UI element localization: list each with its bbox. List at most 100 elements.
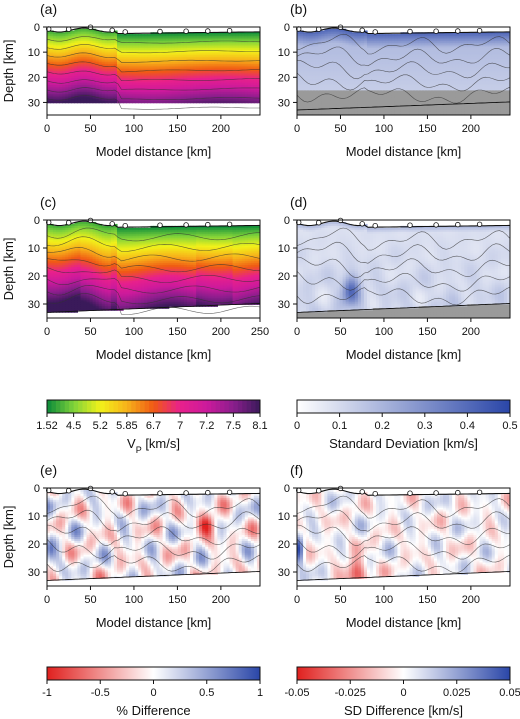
heatmap-cell	[232, 35, 237, 39]
heatmap-cell	[104, 55, 109, 58]
heatmap-cell	[385, 41, 389, 44]
heatmap-cell	[65, 56, 69, 60]
heatmap-cell	[71, 69, 75, 72]
heatmap-cell	[373, 55, 377, 58]
heatmap-cell	[339, 28, 344, 32]
heatmap-cell	[95, 95, 100, 98]
heatmap-cell	[366, 41, 371, 44]
heatmap-cell	[318, 67, 322, 70]
heatmap-cell	[113, 53, 118, 56]
heatmap-cell	[315, 53, 319, 56]
heatmap-cell	[342, 55, 347, 58]
heatmap-cell	[409, 85, 414, 88]
heatmap-cell	[183, 79, 188, 83]
heatmap-cell	[412, 92, 417, 95]
heatmap-cell	[129, 85, 133, 88]
heatmap-cell	[360, 99, 365, 102]
heatmap-cell	[312, 97, 316, 100]
heatmap-cell	[427, 113, 432, 115]
heatmap-cell	[418, 37, 423, 40]
heatmap-cell	[412, 85, 417, 88]
heatmap-cell	[59, 46, 63, 49]
heatmap-cell	[327, 69, 332, 72]
heatmap-cell	[113, 62, 118, 65]
heatmap-cell	[126, 34, 130, 37]
heatmap-cell	[123, 71, 127, 74]
heatmap-cell	[226, 76, 231, 79]
heatmap-cell	[56, 60, 60, 63]
heatmap-cell	[297, 32, 301, 35]
heatmap-cell	[394, 79, 399, 83]
heatmap-cell	[412, 58, 417, 62]
heatmap-cell	[147, 56, 152, 60]
heatmap-cell	[382, 86, 386, 90]
heatmap-cell	[247, 42, 252, 46]
heatmap-cell	[339, 55, 344, 58]
heatmap-cell	[71, 41, 75, 44]
heatmap-cell	[174, 97, 179, 100]
heatmap-cell	[339, 85, 344, 88]
heatmap-cell	[397, 95, 402, 98]
heatmap-cell	[229, 88, 234, 91]
heatmap-cell	[190, 99, 194, 102]
heatmap-cell	[229, 35, 234, 39]
heatmap-cell	[360, 56, 365, 60]
heatmap-cell	[180, 46, 185, 49]
heatmap-cell	[132, 81, 136, 84]
heatmap-cell	[333, 113, 338, 115]
heatmap-cell	[171, 90, 176, 93]
heatmap-cell	[366, 104, 371, 107]
heatmap-cell	[56, 39, 60, 42]
heatmap-cell	[244, 63, 249, 67]
heatmap-cell	[351, 46, 356, 49]
heatmap-cell	[68, 65, 72, 69]
heatmap-cell	[330, 51, 335, 54]
heatmap-cell	[403, 109, 408, 113]
heatmap-cell	[357, 35, 362, 39]
heatmap-cell	[324, 106, 329, 109]
heatmap-cell	[333, 49, 338, 53]
heatmap-cell	[238, 39, 243, 42]
heatmap-cell	[351, 97, 356, 100]
heatmap-cell	[141, 74, 145, 77]
heatmap-cell	[202, 60, 206, 63]
heatmap-cell	[156, 72, 161, 76]
heatmap-cell	[403, 69, 408, 72]
heatmap-cell	[297, 107, 301, 111]
heatmap-cell	[297, 111, 301, 114]
heatmap-cell	[110, 42, 115, 46]
heatmap-cell	[406, 60, 411, 63]
heatmap-cell	[132, 83, 136, 86]
heatmap-cell	[312, 78, 316, 81]
heatmap-cell	[336, 102, 341, 106]
heatmap-cell	[342, 42, 347, 46]
heatmap-cell	[303, 46, 307, 49]
heatmap-cell	[165, 85, 170, 88]
heatmap-cell	[397, 106, 402, 109]
heatmap-cell	[190, 62, 194, 65]
heatmap-cell	[162, 97, 167, 100]
heatmap-cell	[177, 92, 182, 95]
heatmap-cell	[348, 92, 353, 95]
heatmap-cell	[186, 39, 191, 42]
heatmap-cell	[430, 79, 435, 83]
heatmap-cell	[159, 44, 164, 47]
heatmap-cell	[409, 79, 414, 83]
heatmap-cell	[297, 97, 301, 100]
heatmap-cell	[366, 49, 371, 53]
heatmap-cell	[205, 58, 209, 62]
heatmap-cell	[141, 95, 145, 98]
heatmap-cell	[370, 97, 374, 100]
heatmap-cell	[107, 72, 112, 76]
heatmap-cell	[174, 46, 179, 49]
heatmap-cell	[68, 100, 72, 104]
heatmap-cell	[53, 34, 57, 37]
heatmap-cell	[342, 69, 347, 72]
heatmap-cell	[424, 51, 429, 54]
heatmap-cell	[297, 56, 301, 60]
heatmap-cell	[223, 56, 228, 60]
heatmap-cell	[235, 67, 240, 70]
heatmap-cell	[226, 81, 231, 84]
heatmap-cell	[165, 86, 170, 90]
heatmap-cell	[330, 107, 335, 111]
